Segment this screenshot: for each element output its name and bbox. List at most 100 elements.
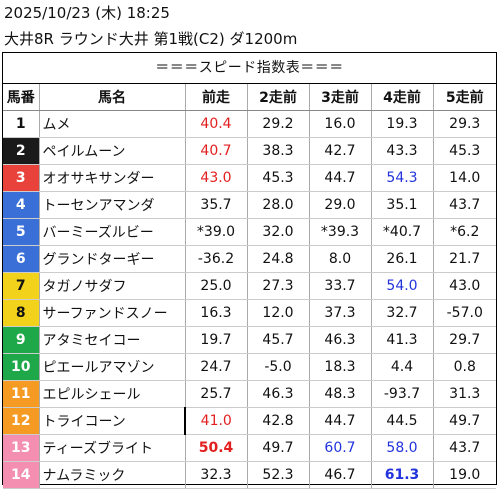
table-row: 11 エピルシェール 25.7 46.3 48.3 -93.7 31.3 (3, 380, 496, 408)
horse-name: ムメ (39, 110, 186, 138)
table-row: 13 ティーズブライト 50.4 49.7 60.7 58.0 43.7 (3, 434, 496, 462)
speed-index-value: 19.0 (433, 461, 496, 489)
col-header-5back: 5走前 (433, 84, 496, 111)
speed-index-value: 43.3 (371, 137, 434, 165)
table-row: 6 グランドターギー -36.2 24.8 8.0 26.1 21.7 (3, 245, 496, 273)
horse-number: 1 (3, 110, 40, 138)
horse-number: 2 (3, 137, 40, 165)
horse-name: バーミーズルビー (39, 218, 186, 246)
speed-index-value: 43.7 (433, 434, 496, 462)
speed-index-value: -5.0 (247, 353, 310, 381)
horse-name: グランドターギー (39, 245, 186, 273)
table-row: 4 トーセンアマンダ 35.7 28.0 29.0 35.1 43.7 (3, 191, 496, 219)
horse-number: 14 (3, 461, 40, 489)
speed-index-value: 60.7 (309, 434, 372, 462)
horse-number: 3 (3, 164, 40, 192)
speed-index-value: 40.7 (185, 137, 248, 165)
horse-name: アタミセイコー (39, 326, 186, 354)
horse-number: 7 (3, 272, 40, 300)
speed-index-value: 45.7 (247, 326, 310, 354)
horse-name: トーセンアマンダ (39, 191, 186, 219)
speed-index-value: 8.0 (309, 245, 372, 273)
horse-name: エピルシェール (39, 380, 186, 408)
horse-name: ティーズブライト (39, 434, 186, 462)
speed-index-value: 14.0 (433, 164, 496, 192)
speed-index-value: 0.8 (433, 353, 496, 381)
table-row: 10 ピエールアマゾン 24.7 -5.0 18.3 4.4 0.8 (3, 353, 496, 381)
speed-index-value: 32.7 (371, 299, 434, 327)
speed-index-value: 49.7 (247, 434, 310, 462)
horse-number: 6 (3, 245, 40, 273)
speed-index-value: 4.4 (371, 353, 434, 381)
horse-number: 12 (3, 407, 40, 435)
horse-number: 10 (3, 353, 40, 381)
col-header-3back: 3走前 (309, 84, 372, 111)
horse-number: 11 (3, 380, 40, 408)
table-banner: ＝＝＝スピード指数表＝＝＝ (3, 53, 496, 84)
speed-index-value: 54.3 (371, 164, 434, 192)
speed-index-value: 45.3 (247, 164, 310, 192)
speed-index-value: 40.4 (185, 110, 248, 138)
speed-index-value: 41.3 (371, 326, 434, 354)
speed-index-value: 24.7 (185, 353, 248, 381)
speed-index-value: 32.0 (247, 218, 310, 246)
table-row: 1 ムメ 40.4 29.2 16.0 19.3 29.3 (3, 110, 496, 138)
speed-index-value: 35.7 (185, 191, 248, 219)
speed-index-value: 28.0 (247, 191, 310, 219)
horse-name: ペイルムーン (39, 137, 186, 165)
col-header-name: 馬名 (39, 84, 186, 111)
speed-index-value: 26.1 (371, 245, 434, 273)
speed-index-value: 29.0 (309, 191, 372, 219)
speed-index-value: 19.3 (371, 110, 434, 138)
speed-index-value: *39.0 (185, 218, 248, 246)
speed-index-value: 29.2 (247, 110, 310, 138)
col-header-last: 前走 (185, 84, 248, 111)
horse-name: サーファンドスノー (39, 299, 186, 327)
speed-index-value: -36.2 (185, 245, 248, 273)
speed-index-value: 37.3 (309, 299, 372, 327)
speed-index-value: 25.0 (185, 272, 248, 300)
speed-index-value: 44.7 (309, 407, 372, 435)
speed-index-value: 46.3 (247, 380, 310, 408)
speed-index-value: 52.3 (247, 461, 310, 489)
speed-index-value: -57.0 (433, 299, 496, 327)
horse-name: ピエールアマゾン (39, 353, 186, 381)
speed-index-value: 43.0 (185, 164, 248, 192)
speed-index-value: 46.3 (309, 326, 372, 354)
speed-index-value: 46.7 (309, 461, 372, 489)
speed-index-table: 馬番 馬名 前走 2走前 3走前 4走前 5走前 1 ムメ 40.4 29.2 16.0… (3, 84, 496, 489)
speed-index-value: 48.3 (309, 380, 372, 408)
table-row: 8 サーファンドスノー 16.3 12.0 37.3 32.7 -57.0 (3, 299, 496, 327)
table-row: 7 タガノサダフ 25.0 27.3 33.7 54.0 43.0 (3, 272, 496, 300)
speed-index-value: 50.4 (185, 434, 248, 462)
speed-index-value: 43.0 (433, 272, 496, 300)
speed-index-value: 49.7 (433, 407, 496, 435)
horse-number: 4 (3, 191, 40, 219)
speed-index-value: 16.3 (185, 299, 248, 327)
speed-index-value: 29.7 (433, 326, 496, 354)
table-row: 14 ナムラミック 32.3 52.3 46.7 61.3 19.0 (3, 461, 496, 489)
speed-index-value: 41.0 (184, 407, 248, 435)
speed-index-value: 27.3 (247, 272, 310, 300)
col-header-2back: 2走前 (247, 84, 310, 111)
speed-index-value: *40.7 (371, 218, 434, 246)
speed-index-value: 24.8 (247, 245, 310, 273)
horse-number: 5 (3, 218, 40, 246)
horse-name: タガノサダフ (39, 272, 186, 300)
table-row: 3 オオサキサンダー 43.0 45.3 44.7 54.3 14.0 (3, 164, 496, 192)
speed-index-value: 43.7 (433, 191, 496, 219)
speed-index-value: 45.3 (433, 137, 496, 165)
speed-index-value: 38.3 (247, 137, 310, 165)
speed-index-value: 21.7 (433, 245, 496, 273)
speed-index-value: 58.0 (371, 434, 434, 462)
speed-index-value: 32.3 (185, 461, 248, 489)
horse-number: 8 (3, 299, 40, 327)
speed-index-value: 33.7 (309, 272, 372, 300)
speed-index-value: 54.0 (371, 272, 434, 300)
speed-index-value: 42.8 (247, 407, 310, 435)
horse-number: 9 (3, 326, 40, 354)
speed-index-value: 35.1 (371, 191, 434, 219)
horse-number: 13 (3, 434, 40, 462)
speed-index-value: 61.3 (371, 461, 434, 489)
horse-name: ナムラミック (39, 461, 186, 489)
